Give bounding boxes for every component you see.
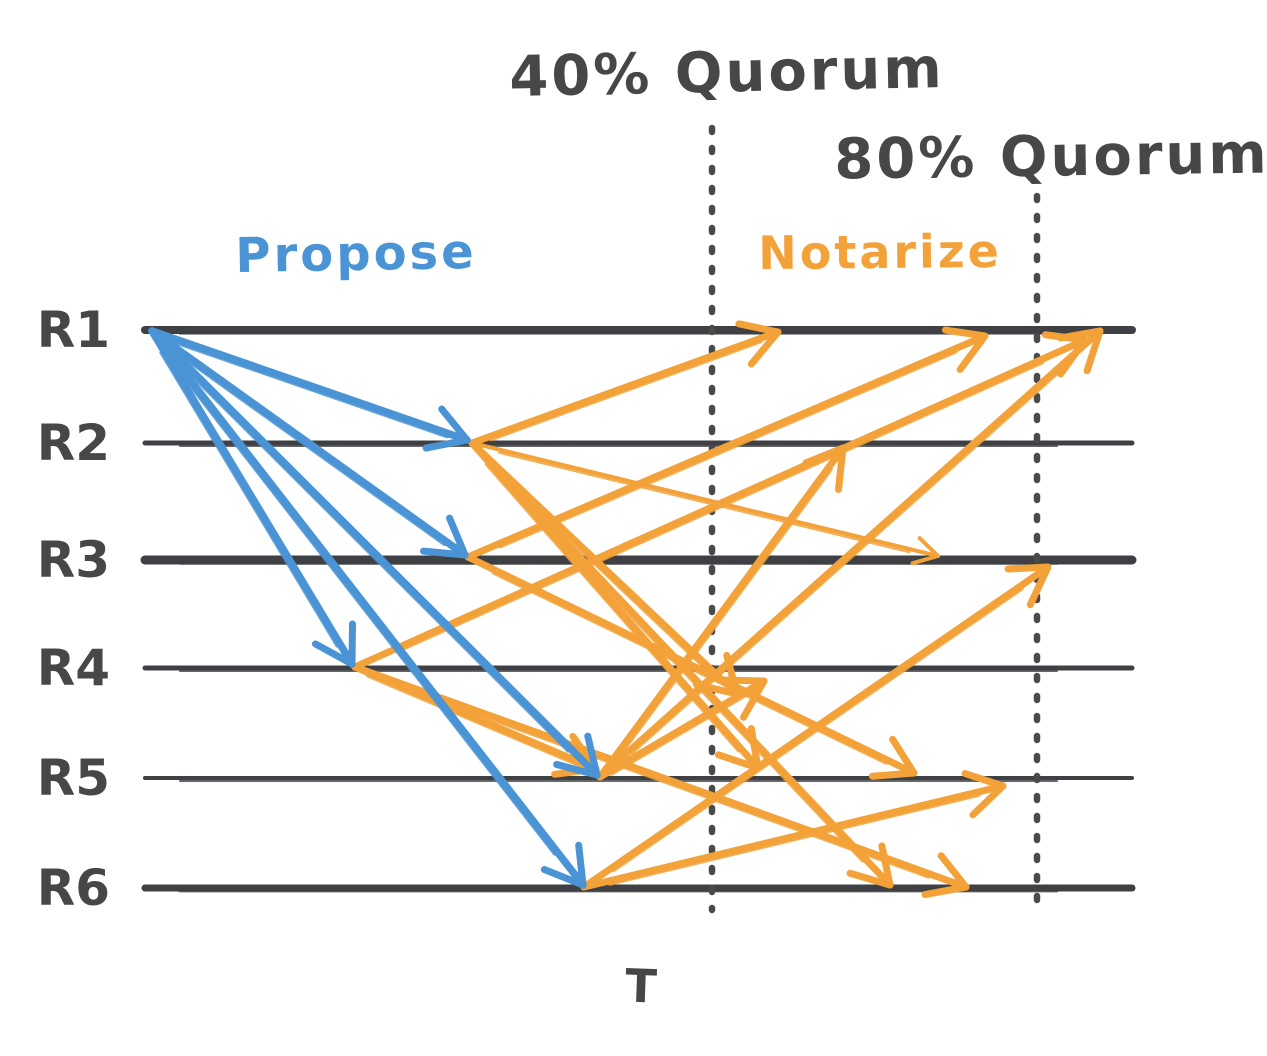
notarize-arrow-R5-to-R2 bbox=[596, 444, 847, 781]
propose-arrow-R1-to-R5 bbox=[148, 327, 601, 779]
notarize-arrow-R5-to-R4 bbox=[596, 676, 768, 781]
replica-label-R3: R3 bbox=[37, 531, 110, 589]
notarize-arrow-R4-to-R6 bbox=[351, 663, 970, 899]
notarize-arrow-R2-to-R1 bbox=[468, 320, 782, 447]
replica-label-R6: R6 bbox=[37, 859, 110, 917]
time-axis-label: T bbox=[624, 958, 658, 1014]
notarize-arrow-R6-to-R5 bbox=[580, 770, 1007, 891]
propose-arrows-group bbox=[148, 327, 601, 889]
notarize-arrow-R6-to-R3 bbox=[580, 563, 1052, 891]
notarize-arrow-R4-to-R1 bbox=[351, 331, 1089, 671]
notarize-arrow-R3-to-R5 bbox=[464, 553, 918, 780]
propose-arrow-R1-to-R6 bbox=[148, 327, 587, 889]
propose-arrow-R1-to-R3 bbox=[148, 327, 469, 559]
replica-label-R2: R2 bbox=[37, 414, 110, 472]
replica-label-R4: R4 bbox=[37, 639, 110, 697]
quorum-80-label: 80% Quorum bbox=[833, 121, 1267, 193]
quorum-40-label: 40% Quorum bbox=[508, 35, 946, 111]
replica-label-R1: R1 bbox=[37, 301, 110, 359]
notarize-arrow-R2-to-R3-echo bbox=[498, 451, 911, 554]
notarize-arrow-R5-to-R1 bbox=[596, 327, 1104, 781]
propose-phase-label: Propose bbox=[234, 223, 478, 285]
notarize-arrow-R3-to-R1 bbox=[464, 326, 989, 561]
propose-arrow-R1-to-R2 bbox=[148, 327, 471, 452]
notarize-phase-label: Notarize bbox=[757, 223, 1003, 281]
replica-label-R5: R5 bbox=[37, 749, 110, 807]
notarize-arrows-group bbox=[351, 320, 1104, 899]
notarize-arrow-R2-to-R3 bbox=[470, 441, 940, 566]
quorum-guides bbox=[708, 124, 1041, 914]
propose-arrow-R1-to-R4 bbox=[148, 327, 356, 668]
